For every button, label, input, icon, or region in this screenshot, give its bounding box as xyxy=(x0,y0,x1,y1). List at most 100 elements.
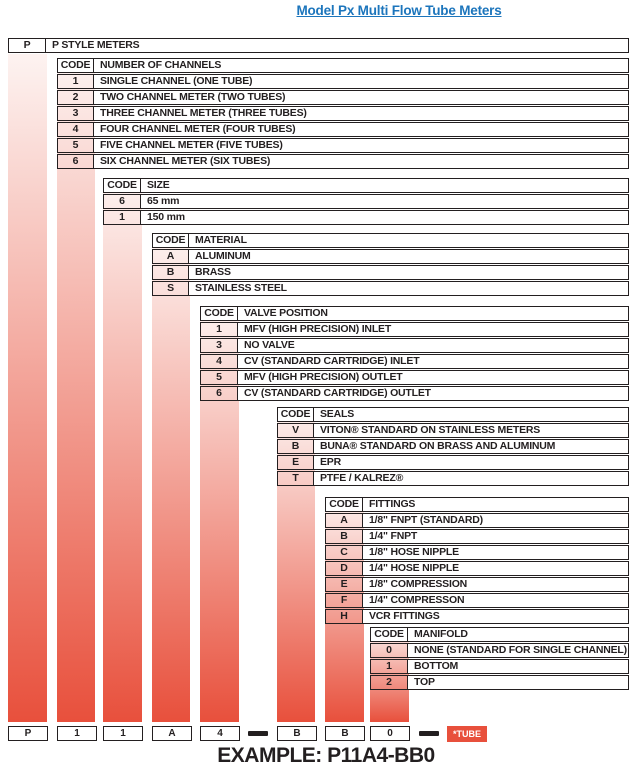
table-header-row: CODE NUMBER OF CHANNELS xyxy=(57,58,629,73)
description-cell: BUNA® STANDARD ON BRASS AND ALUMINUM xyxy=(314,440,628,453)
table-size: CODE SIZE 6 65 mm 1 150 mm xyxy=(103,178,629,226)
table-row: E 1/8" COMPRESSION xyxy=(325,577,629,592)
description-cell: CV (STANDARD CARTRIDGE) OUTLET xyxy=(238,387,628,400)
description-cell: VITON® STANDARD ON STAINLESS METERS xyxy=(314,424,628,437)
code-cell: 1 xyxy=(371,660,408,673)
code-cell: B xyxy=(278,440,314,453)
code-cell: B xyxy=(326,530,363,543)
table-row: F 1/4" COMPRESSON xyxy=(325,593,629,608)
description-cell: 1/8" COMPRESSION xyxy=(363,578,628,591)
code-cell: 6 xyxy=(104,195,141,208)
table-manifold: CODE MANIFOLD 0 NONE (STANDARD FOR SINGLE C… xyxy=(370,627,629,691)
description-cell: 150 mm xyxy=(141,211,628,224)
code-header-cell: CODE xyxy=(278,408,314,421)
description-cell: SIX CHANNEL METER (SIX TUBES) xyxy=(94,155,628,168)
code-column-band-valve-position xyxy=(200,306,239,722)
table-row: B BUNA® STANDARD ON BRASS AND ALUMINUM xyxy=(277,439,629,454)
description-cell: 1/4" FNPT xyxy=(363,530,628,543)
code-cell: H xyxy=(326,610,363,623)
code-column-band-size xyxy=(103,178,142,722)
table-row: 1 MFV (HIGH PRECISION) INLET xyxy=(200,322,629,337)
code-header-cell: CODE xyxy=(153,234,189,247)
code-header-cell: P xyxy=(9,39,46,52)
table-channels: CODE NUMBER OF CHANNELS 1 SINGLE CHANNEL (O… xyxy=(57,58,629,170)
code-cell: F xyxy=(326,594,363,607)
column-title-cell: SEALS xyxy=(314,408,628,421)
column-title-cell: FITTINGS xyxy=(363,498,628,511)
code-header-cell: CODE xyxy=(104,179,141,192)
description-cell: MFV (HIGH PRECISION) INLET xyxy=(238,323,628,336)
dash-separator xyxy=(419,731,439,736)
page-title: Model Px Multi Flow Tube Meters xyxy=(296,3,502,18)
table-row: H VCR FITTINGS xyxy=(325,609,629,624)
table-row: 1 BOTTOM xyxy=(370,659,629,674)
description-cell: ALUMINUM xyxy=(189,250,628,263)
code-cell: 0 xyxy=(371,644,408,657)
table-row: A ALUMINUM xyxy=(152,249,629,264)
description-cell: STAINLESS STEEL xyxy=(189,282,628,295)
table-seals: CODE SEALS V VITON® STANDARD ON STAINLESS M… xyxy=(277,407,629,487)
code-cell: C xyxy=(326,546,363,559)
description-cell: VCR FITTINGS xyxy=(363,610,628,623)
table-row: S STAINLESS STEEL xyxy=(152,281,629,296)
code-cell: E xyxy=(278,456,314,469)
description-cell: NONE (STANDARD FOR SINGLE CHANNEL) xyxy=(408,644,628,657)
description-cell: EPR xyxy=(314,456,628,469)
description-cell: THREE CHANNEL METER (THREE TUBES) xyxy=(94,107,628,120)
table-row: 0 NONE (STANDARD FOR SINGLE CHANNEL) xyxy=(370,643,629,658)
example-code-box: B xyxy=(277,726,317,741)
code-cell: B xyxy=(153,266,189,279)
column-title-cell: NUMBER OF CHANNELS xyxy=(94,59,628,72)
table-row: 2 TWO CHANNEL METER (TWO TUBES) xyxy=(57,90,629,105)
table-row: B 1/4" FNPT xyxy=(325,529,629,544)
table-row: 1 150 mm xyxy=(103,210,629,225)
column-title-cell: P STYLE METERS xyxy=(46,39,628,52)
code-header-cell: CODE xyxy=(371,628,408,641)
table-row: D 1/4" HOSE NIPPLE xyxy=(325,561,629,576)
table-header-row: CODE SIZE xyxy=(103,178,629,193)
table-row: 4 CV (STANDARD CARTRIDGE) INLET xyxy=(200,354,629,369)
example-code-box: 1 xyxy=(103,726,143,741)
code-cell: 4 xyxy=(58,123,94,136)
code-cell: S xyxy=(153,282,189,295)
table-row: 6 65 mm xyxy=(103,194,629,209)
code-cell: V xyxy=(278,424,314,437)
column-title-cell: MANIFOLD xyxy=(408,628,628,641)
code-header-cell: CODE xyxy=(201,307,238,320)
column-title-cell: SIZE xyxy=(141,179,628,192)
code-cell: E xyxy=(326,578,363,591)
table-row: E EPR xyxy=(277,455,629,470)
description-cell: TOP xyxy=(408,676,628,689)
example-code-box: P xyxy=(8,726,48,741)
column-title-cell: VALVE POSITION xyxy=(238,307,628,320)
code-cell: 5 xyxy=(58,139,94,152)
description-cell: NO VALVE xyxy=(238,339,628,352)
code-column-band-manifold xyxy=(370,627,409,722)
code-header-cell: CODE xyxy=(326,498,363,511)
table-row: 6 SIX CHANNEL METER (SIX TUBES) xyxy=(57,154,629,169)
example-code-box: A xyxy=(152,726,192,741)
description-cell: FOUR CHANNEL METER (FOUR TUBES) xyxy=(94,123,628,136)
table-row: 6 CV (STANDARD CARTRIDGE) OUTLET xyxy=(200,386,629,401)
description-cell: 1/4" COMPRESSON xyxy=(363,594,628,607)
code-cell: 5 xyxy=(201,371,238,384)
code-column-band-style xyxy=(8,54,47,722)
code-cell: 1 xyxy=(104,211,141,224)
description-cell: FIVE CHANNEL METER (FIVE TUBES) xyxy=(94,139,628,152)
table-row: T PTFE / KALREZ® xyxy=(277,471,629,486)
code-cell: 2 xyxy=(58,91,94,104)
table-header-row: CODE SEALS xyxy=(277,407,629,422)
code-column-band-seals xyxy=(277,407,315,722)
description-cell: 65 mm xyxy=(141,195,628,208)
example-code-box: B xyxy=(325,726,365,741)
table-row: 3 NO VALVE xyxy=(200,338,629,353)
example-caption: EXAMPLE: P11A4-BB0 xyxy=(217,744,435,767)
table-row: 5 MFV (HIGH PRECISION) OUTLET xyxy=(200,370,629,385)
description-cell: MFV (HIGH PRECISION) OUTLET xyxy=(238,371,628,384)
table-row: 4 FOUR CHANNEL METER (FOUR TUBES) xyxy=(57,122,629,137)
description-cell: CV (STANDARD CARTRIDGE) INLET xyxy=(238,355,628,368)
description-cell: BRASS xyxy=(189,266,628,279)
